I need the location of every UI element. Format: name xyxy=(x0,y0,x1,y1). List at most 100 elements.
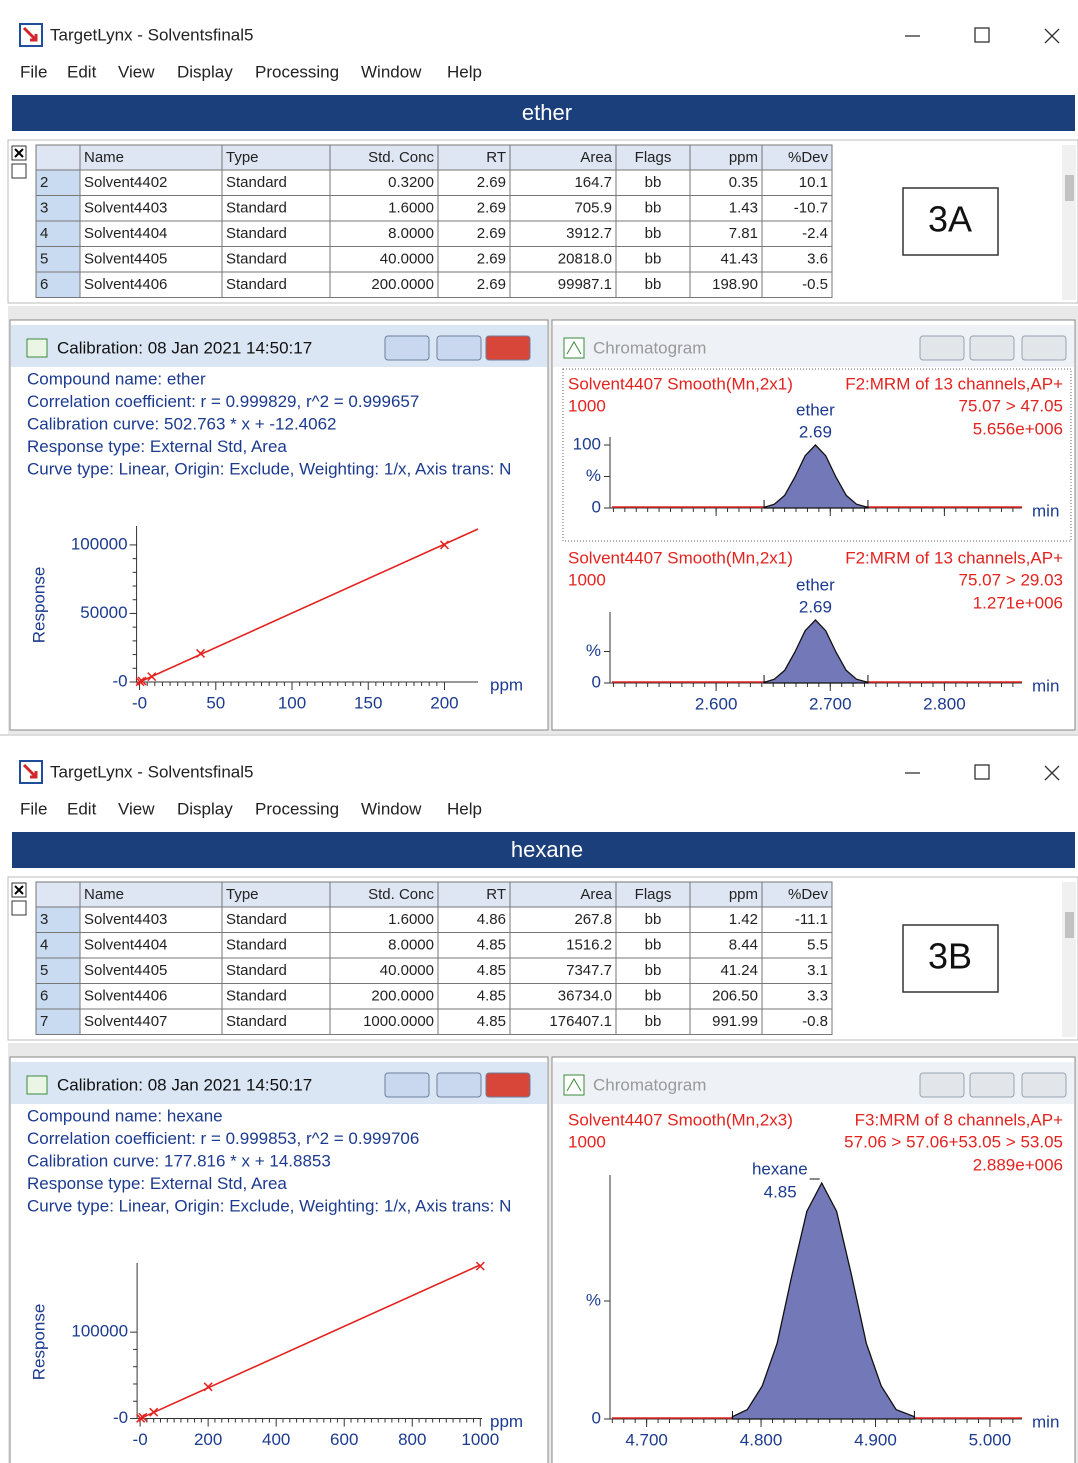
table-cell: 6 xyxy=(40,987,48,1004)
menu-item[interactable]: File xyxy=(20,62,47,81)
calibration-point xyxy=(138,1412,148,1422)
menu-item[interactable]: Help xyxy=(447,799,482,818)
window-button[interactable] xyxy=(384,1072,430,1098)
calibration-title: Calibration: 08 Jan 2021 14:50:17 xyxy=(57,1075,312,1094)
calibration-title: Calibration: 08 Jan 2021 14:50:17 xyxy=(57,338,312,357)
table-cell: bb xyxy=(645,174,662,191)
trace-sample: Solvent4407 Smooth(Mn,2x3) xyxy=(568,1110,793,1129)
maximize-button[interactable] xyxy=(974,27,990,43)
menu-item[interactable]: View xyxy=(118,62,155,81)
table-row xyxy=(79,932,833,959)
trace-scale: 1000 xyxy=(568,396,606,415)
trace-intensity: 1.271e+006 xyxy=(973,593,1063,612)
table-cell: Standard xyxy=(226,225,287,242)
calibration-window xyxy=(9,319,549,731)
calibration-curve xyxy=(136,528,479,685)
window-button[interactable] xyxy=(919,335,965,361)
close-button[interactable] xyxy=(1044,28,1060,44)
x-tick-label: 600 xyxy=(330,1430,358,1449)
table-cell: Standard xyxy=(226,987,287,1004)
menu-item[interactable]: Processing xyxy=(255,799,339,818)
window-button[interactable] xyxy=(436,1072,482,1098)
window-title: TargetLynx - Solventsfinal5 xyxy=(50,25,253,44)
column-header: Area xyxy=(580,149,612,166)
menu-item[interactable]: Window xyxy=(361,62,422,81)
menu-item[interactable]: Processing xyxy=(255,62,339,81)
info-line: Compound name: hexane xyxy=(27,1106,223,1125)
scroll-thumb[interactable] xyxy=(1065,175,1074,201)
trace-y-tick-label: % xyxy=(586,641,601,660)
table-cell: Standard xyxy=(226,936,287,953)
table-cell: Solvent4403 xyxy=(84,199,167,216)
title-bar xyxy=(0,737,1078,793)
close-button[interactable] xyxy=(1044,765,1060,781)
figure-label-box xyxy=(902,187,999,256)
trace-sample: Solvent4407 Smooth(Mn,2x1) xyxy=(568,548,793,567)
window-button[interactable] xyxy=(485,335,531,361)
calibration-icon xyxy=(26,1075,48,1095)
table-cell: 1.6000 xyxy=(388,199,434,216)
table-cell: 2.69 xyxy=(477,174,506,191)
figure-label-box xyxy=(902,924,999,993)
table-cell: 198.90 xyxy=(712,276,758,293)
calibration-curve xyxy=(138,1264,481,1421)
table-cell: 5.5 xyxy=(807,936,828,953)
table-cell: 0.35 xyxy=(729,174,758,191)
window-button[interactable] xyxy=(485,1072,531,1098)
scroll-thumb[interactable] xyxy=(1065,912,1074,938)
trace-x-tick-label: 2.800 xyxy=(923,694,966,713)
menu-item[interactable]: View xyxy=(118,799,155,818)
peak-rt: 4.85 xyxy=(764,1182,797,1201)
trace-focus xyxy=(562,368,1072,542)
menu-item[interactable]: Display xyxy=(177,62,233,81)
table-cell: 206.50 xyxy=(712,987,758,1004)
x-tick-label: 200 xyxy=(430,693,458,712)
x-tick-label: -0 xyxy=(133,1430,148,1449)
chromatogram-icon-mark xyxy=(566,1078,582,1092)
maximize-button[interactable] xyxy=(974,764,990,780)
trace-x-tick-label: 2.600 xyxy=(695,694,738,713)
window-button[interactable] xyxy=(436,335,482,361)
menu-item[interactable]: File xyxy=(20,799,47,818)
y-tick-label: 100000 xyxy=(71,534,128,553)
window-button[interactable] xyxy=(969,335,1015,361)
peak-name: ether xyxy=(796,575,835,594)
column-header: ppm xyxy=(729,886,758,903)
trace-x-unit: min xyxy=(1032,676,1059,695)
table-cell: Standard xyxy=(226,250,287,267)
trace-y-tick-label: % xyxy=(586,1290,601,1309)
chromatogram-icon xyxy=(563,1074,585,1096)
table-cell: Standard xyxy=(226,1013,287,1030)
table-cell: Standard xyxy=(226,962,287,979)
table-cell: 41.43 xyxy=(720,250,758,267)
calibration-point xyxy=(137,676,147,686)
calibration-point xyxy=(147,672,157,682)
window-button[interactable] xyxy=(1021,1072,1067,1098)
title-bar xyxy=(0,0,1078,56)
window-button[interactable] xyxy=(1021,335,1067,361)
column-header: Flags xyxy=(635,886,672,903)
menu-item[interactable]: Edit xyxy=(67,62,97,81)
column-header: %Dev xyxy=(788,886,829,903)
menu-item[interactable]: Window xyxy=(361,799,422,818)
calibration-point xyxy=(196,648,206,658)
window-button[interactable] xyxy=(919,1072,965,1098)
row-number-cell xyxy=(35,957,81,984)
menu-item[interactable]: Display xyxy=(177,799,233,818)
column-header: RT xyxy=(486,886,506,903)
gutter-restore[interactable] xyxy=(11,163,27,179)
menu-item[interactable]: Help xyxy=(447,62,482,81)
gutter-restore[interactable] xyxy=(11,900,27,916)
figure-label: 3A xyxy=(928,199,972,240)
column-header: Flags xyxy=(635,149,672,166)
table-cell: bb xyxy=(645,276,662,293)
table-cell: 3.3 xyxy=(807,987,828,1004)
table-cell: 4.85 xyxy=(477,987,506,1004)
x-tick-label: 800 xyxy=(398,1430,426,1449)
window-button[interactable] xyxy=(969,1072,1015,1098)
menu-item[interactable]: Edit xyxy=(67,799,97,818)
table-cell: 1516.2 xyxy=(566,936,612,953)
chromatogram-icon-mark xyxy=(566,341,582,355)
window-button[interactable] xyxy=(384,335,430,361)
